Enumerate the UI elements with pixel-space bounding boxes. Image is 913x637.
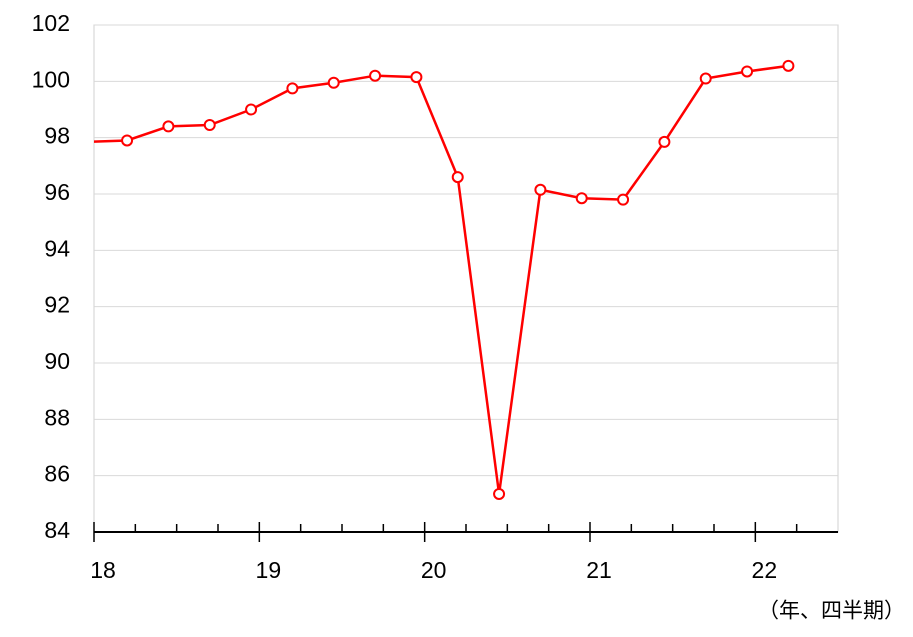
data-point [493,487,506,500]
plot-area [94,59,795,500]
y-tick-label: 102 [32,10,70,36]
x-tick-label: 18 [90,557,116,583]
data-point [741,65,754,78]
data-point [451,171,464,184]
plot-frame [93,24,839,533]
y-tick-label: 100 [32,66,70,92]
y-tick-label: 94 [44,235,70,261]
y-tick-label: 96 [44,179,70,205]
y-tick-label: 84 [44,517,70,543]
data-point [121,134,134,147]
data-point [245,103,258,116]
data-point [162,120,175,133]
x-tick-label: 20 [421,557,447,583]
data-point [782,59,795,72]
data-point [658,135,671,148]
data-point [617,193,630,206]
data-point [369,69,382,82]
x-tick-label: 19 [256,557,282,583]
y-tick-label: 90 [44,348,70,374]
series-line [94,64,789,495]
data-point [534,183,547,196]
data-point [410,71,423,84]
data-point [327,76,340,89]
x-tick-label: 22 [752,557,778,583]
x-tick-label: 21 [586,557,612,583]
data-point [286,82,299,95]
y-tick-label: 86 [44,461,70,487]
data-point [575,192,588,205]
data-point [699,72,712,85]
x-axis-label: （年、四半期） [758,600,905,623]
y-tick-label: 88 [44,404,70,430]
data-point [203,118,216,131]
y-tick-label: 98 [44,123,70,149]
y-tick-label: 92 [44,292,70,318]
